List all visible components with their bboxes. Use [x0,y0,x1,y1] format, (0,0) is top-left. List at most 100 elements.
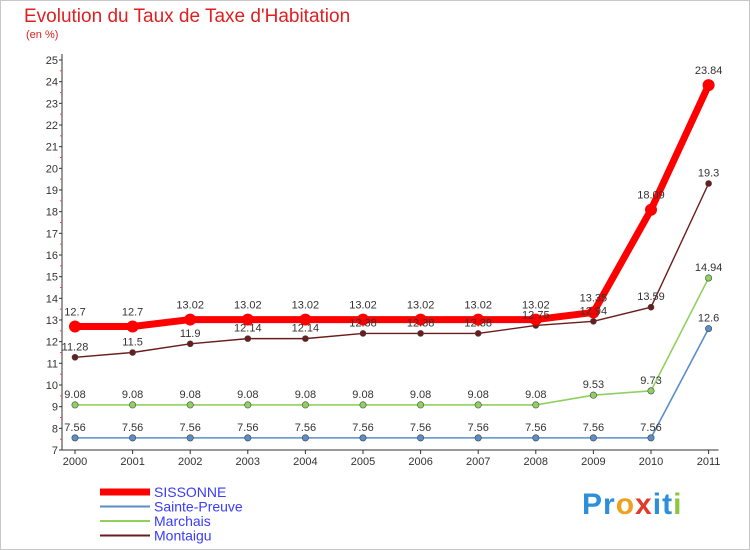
y-tick-label: 13 [46,315,58,327]
data-label-sissonne: 13.02 [464,300,492,312]
data-label-montaigu: 13.59 [637,291,665,303]
data-point-sainte-preuve [532,434,540,442]
data-label-sainte-preuve: 7.56 [583,422,604,434]
data-label-montaigu: 12.38 [464,317,492,329]
data-point-montaigu [647,303,655,311]
data-label-montaigu: 11.9 [180,328,201,340]
data-label-sissonne: 13.02 [407,300,435,312]
legend-label: Marchais [154,513,211,529]
data-point-montaigu [474,330,482,337]
data-label-sainte-preuve: 7.56 [410,422,431,434]
data-label-sissonne: 13.02 [522,300,550,312]
data-label-sainte-preuve: 7.56 [525,422,546,434]
data-point-montaigu [71,353,79,361]
series-line-sainte-preuve [74,327,710,439]
data-point-marchais [186,401,194,409]
x-tick-label: 2008 [524,456,548,468]
data-label-sissonne: 12.7 [64,307,85,319]
data-point-marchais [417,401,425,409]
data-point-sissonne [587,306,600,319]
data-label-montaigu: 12.38 [407,317,435,329]
data-point-montaigu [129,349,136,356]
logo-letter: r [603,488,616,521]
data-point-sainte-preuve [301,434,309,442]
data-point-sainte-preuve [647,434,655,442]
data-point-sainte-preuve [244,434,252,442]
data-point-marchais [474,401,482,409]
data-point-sissonne [357,313,369,326]
data-point-sainte-preuve [417,434,425,442]
data-point-montaigu [359,330,367,337]
data-point-sainte-preuve [359,434,367,442]
data-label-marchais: 9.08 [525,389,546,401]
data-point-sainte-preuve [186,434,194,442]
data-label-marchais: 9.08 [352,389,373,401]
y-tick-label: 20 [46,163,58,175]
data-point-sissonne [529,313,542,326]
data-point-sainte-preuve [589,434,597,442]
y-tick-label: 8 [52,423,58,435]
data-label-marchais: 9.08 [122,389,143,401]
y-tick-label: 22 [46,120,58,132]
y-tick-label: 17 [46,228,58,240]
x-tick-label: 2011 [697,456,721,468]
data-label-sissonne: 23.84 [695,65,723,77]
data-point-sissonne [126,320,139,333]
data-point-sissonne [645,203,657,216]
series-line-sissonne [71,81,713,330]
data-label-marchais: 9.08 [410,389,431,401]
data-point-sissonne [184,313,197,326]
data-label-sissonne: 18.09 [637,190,665,202]
y-tick-label: 25 [46,55,58,67]
series-line-montaigu [74,182,710,358]
series-line-marchais [74,277,710,406]
data-label-sainte-preuve: 7.56 [295,422,316,434]
data-label-montaigu: 12.14 [234,323,262,335]
data-label-sainte-preuve: 7.56 [640,422,661,434]
data-point-marchais [301,401,309,409]
chart-title: Evolution du Taux de Taxe d'Habitation [24,6,351,27]
logo-letter: P [582,488,604,521]
y-tick-label: 9 [52,402,58,414]
data-point-sissonne [472,313,485,326]
data-point-marchais [244,401,252,409]
y-tick-label: 23 [46,98,58,110]
data-label-sainte-preuve: 7.56 [179,422,200,434]
data-label-montaigu: 12.38 [349,317,377,329]
x-tick-label: 2007 [466,456,490,468]
data-point-sissonne [702,79,715,92]
y-axis-unit-label: (en %) [26,29,59,41]
y-tick-label: 24 [46,77,58,89]
x-tick-label: 2004 [293,456,317,468]
x-tick-label: 2001 [120,456,144,468]
data-point-sainte-preuve [129,434,137,442]
data-point-marchais [705,274,713,282]
logo-letter: i [652,488,663,521]
data-label-montaigu: 12.75 [522,309,550,321]
data-label-marchais: 9.08 [295,389,316,401]
data-label-marchais: 9.08 [467,389,488,401]
brand-logo: Proxiti [582,488,682,522]
data-label-sainte-preuve: 7.56 [352,422,373,434]
logo-letter: i [673,488,683,521]
data-label-marchais: 9.08 [179,389,200,401]
data-label-sainte-preuve: 7.56 [122,422,143,434]
data-label-montaigu: 11.5 [122,337,143,349]
data-label-marchais: 9.08 [237,389,258,401]
data-label-sainte-preuve: 7.56 [64,422,85,434]
data-label-sainte-preuve: 7.56 [467,422,488,434]
data-point-marchais [589,391,597,399]
logo-letter: t [662,488,674,521]
y-tick-label: 11 [47,358,58,370]
x-tick-label: 2010 [639,456,663,468]
logo-letter: x [635,488,653,521]
data-point-montaigu [186,340,194,348]
x-tick-label: 2006 [408,456,432,468]
y-tick-label: 10 [46,380,58,392]
x-tick-label: 2000 [63,456,87,468]
data-label-marchais: 9.73 [640,375,661,387]
data-label-sissonne: 13.02 [292,300,320,312]
data-label-sainte-preuve: 7.56 [237,422,258,434]
legend-label: Sainte-Preuve [154,499,243,515]
